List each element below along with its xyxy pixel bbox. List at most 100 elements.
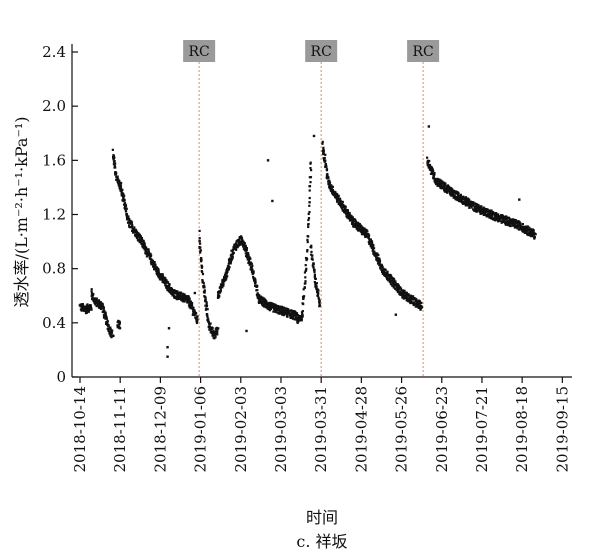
data-point <box>439 179 442 182</box>
data-point <box>310 250 313 253</box>
data-point <box>227 268 230 271</box>
data-point <box>198 237 201 240</box>
data-point <box>150 258 153 261</box>
data-point <box>219 287 222 290</box>
data-point <box>363 229 366 232</box>
data-point <box>235 242 238 245</box>
data-point <box>313 276 317 279</box>
data-point <box>121 188 124 191</box>
data-point <box>367 236 370 239</box>
data-point <box>139 240 143 243</box>
data-point <box>182 300 185 303</box>
data-point <box>517 220 520 223</box>
data-point <box>304 282 307 285</box>
data-point <box>229 254 232 257</box>
data-point <box>112 157 115 160</box>
data-point <box>501 217 504 220</box>
data-point <box>235 243 238 246</box>
data-point <box>102 314 106 317</box>
data-point <box>340 207 343 210</box>
data-point <box>260 299 263 302</box>
data-point <box>519 222 522 225</box>
data-point <box>308 176 311 179</box>
data-point <box>330 185 333 188</box>
data-point <box>263 297 266 300</box>
data-point <box>317 298 321 301</box>
data-point <box>457 192 460 195</box>
data-point <box>305 257 308 260</box>
data-point <box>226 275 229 278</box>
data-point <box>448 189 452 192</box>
data-point <box>198 229 201 233</box>
data-point <box>317 291 320 295</box>
data-point <box>143 248 146 251</box>
data-point <box>189 307 192 310</box>
data-point <box>513 226 516 229</box>
data-point <box>324 159 327 162</box>
data-point <box>196 320 199 323</box>
data-point <box>307 223 310 226</box>
data-point <box>308 185 311 188</box>
data-point <box>219 290 222 293</box>
data-point <box>289 316 292 319</box>
data-point <box>245 246 248 250</box>
data-point <box>370 240 374 243</box>
data-point <box>288 311 291 315</box>
data-point <box>157 271 160 274</box>
x-tick-label: 2019-03-31 <box>312 386 330 472</box>
data-point <box>94 303 97 306</box>
x-tick-label: 2019-08-18 <box>513 386 531 472</box>
data-point <box>202 285 205 288</box>
data-point <box>223 279 226 283</box>
data-point <box>301 310 304 313</box>
data-point <box>388 279 392 282</box>
data-point <box>420 306 424 309</box>
data-point <box>138 233 141 237</box>
data-point <box>154 265 157 268</box>
data-point <box>312 263 315 266</box>
data-point <box>178 297 181 300</box>
x-tick-label: 2018-11-11 <box>111 386 129 472</box>
data-point <box>254 281 257 284</box>
data-point <box>120 191 123 194</box>
data-point <box>81 302 84 306</box>
data-point <box>510 221 513 224</box>
data-point <box>230 253 233 256</box>
data-point <box>357 222 360 225</box>
data-point <box>104 312 107 315</box>
data-point <box>336 198 339 201</box>
data-point <box>208 328 211 331</box>
data-point <box>204 300 207 303</box>
data-point <box>479 206 483 209</box>
data-point <box>377 254 380 257</box>
data-point <box>236 245 239 248</box>
data-point <box>323 160 326 163</box>
data-point <box>342 203 345 207</box>
data-point <box>247 254 250 257</box>
data-point <box>188 301 191 305</box>
data-point <box>331 189 335 193</box>
data-point <box>200 257 203 260</box>
data-point <box>307 225 310 229</box>
data-point <box>468 198 471 201</box>
data-point <box>434 181 437 184</box>
data-point <box>457 198 460 201</box>
data-point <box>102 306 105 309</box>
data-point <box>362 229 365 232</box>
data-point <box>395 283 399 286</box>
data-point <box>492 212 495 215</box>
data-point <box>109 328 112 331</box>
data-point <box>528 230 531 233</box>
data-point <box>250 262 253 265</box>
data-point <box>453 196 456 199</box>
data-point <box>166 281 170 284</box>
data-point <box>402 297 405 300</box>
data-point <box>500 221 503 224</box>
data-point <box>501 219 505 223</box>
data-point <box>263 300 266 303</box>
data-point <box>248 263 251 266</box>
data-point <box>252 275 255 279</box>
data-point <box>139 235 143 238</box>
data-point <box>407 298 410 302</box>
